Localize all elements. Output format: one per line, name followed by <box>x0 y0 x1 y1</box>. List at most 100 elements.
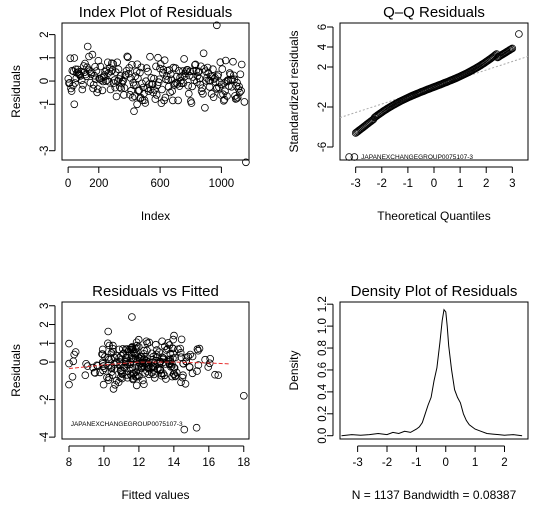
data-point <box>233 78 241 87</box>
data-point <box>64 75 73 83</box>
data-point <box>211 370 219 379</box>
data-point <box>101 67 109 76</box>
x-tick-label: 12 <box>132 457 145 469</box>
data-point <box>110 353 119 362</box>
data-point <box>116 366 125 374</box>
data-point <box>168 360 176 368</box>
data-point <box>166 88 174 97</box>
data-point <box>94 56 103 65</box>
data-point <box>159 369 167 378</box>
y-axis: 0.0 0.2 0.4 0.6 0.8 1.0 1.2 <box>317 296 334 444</box>
data-point <box>202 77 211 85</box>
outlier-annotation: JAPANEXCHANGEGROUP0075107-3 <box>71 421 183 428</box>
chart-title: Q–Q Residuals <box>383 4 485 21</box>
data-point <box>209 93 218 101</box>
data-point <box>92 67 101 75</box>
data-point <box>65 359 73 368</box>
data-point <box>91 369 99 377</box>
data-point <box>206 354 215 363</box>
data-point <box>180 55 188 63</box>
y-tick-label: 0.6 <box>317 362 329 378</box>
data-point <box>179 67 187 75</box>
data-point <box>199 49 208 58</box>
x-axis: -3 -2 -1 0 1 2 3 <box>351 166 516 190</box>
data-point <box>104 58 112 67</box>
data-point <box>104 339 112 348</box>
data-points <box>65 313 248 434</box>
data-point <box>123 371 131 379</box>
x-tick-label: 3 <box>509 178 515 190</box>
data-point <box>109 341 117 350</box>
data-point <box>88 50 97 59</box>
data-point <box>124 69 133 78</box>
data-point <box>158 85 166 94</box>
data-point <box>98 350 106 358</box>
data-point <box>112 92 121 101</box>
density-curve <box>341 308 523 437</box>
data-point <box>174 345 182 354</box>
chart-title: Index Plot of Residuals <box>79 4 232 21</box>
x-tick-label: 1 <box>472 457 478 469</box>
x-tick-label: 0 <box>443 457 449 469</box>
chart-density: Density Plot of Residuals -3 -2 -1 0 1 2 0.0 0.2… <box>287 283 529 502</box>
y-tick-label: 0.2 <box>317 406 329 422</box>
data-point <box>182 353 191 362</box>
data-point <box>138 79 146 88</box>
y-tick-label: 0.4 <box>317 383 329 400</box>
data-point <box>188 369 197 378</box>
x-axis-label: Fitted values <box>121 488 189 502</box>
data-point <box>112 68 120 76</box>
data-point <box>140 96 149 104</box>
qq-reference-line <box>339 55 529 119</box>
data-point <box>113 58 121 67</box>
y-tick-label: 6 <box>317 24 329 30</box>
data-point <box>191 61 199 69</box>
data-point <box>105 77 113 86</box>
data-point <box>179 371 187 380</box>
x-tick-label: 0 <box>431 178 437 190</box>
data-point <box>156 366 165 375</box>
data-point <box>98 360 107 368</box>
y-tick-label: 2 <box>39 31 51 37</box>
data-point <box>89 363 97 372</box>
data-point <box>117 84 125 93</box>
data-point <box>136 94 145 103</box>
data-point <box>218 65 227 73</box>
data-point <box>70 54 79 62</box>
data-point <box>65 380 73 389</box>
data-point <box>105 341 114 350</box>
data-point <box>79 81 87 89</box>
data-point <box>177 378 185 387</box>
data-point <box>127 345 135 354</box>
y-axis: -3 -1 0 1 2 <box>39 31 56 156</box>
smoother-line <box>68 361 230 370</box>
data-point <box>127 371 136 380</box>
data-point <box>129 369 137 378</box>
data-point <box>106 85 115 94</box>
data-point <box>154 53 162 62</box>
data-point <box>515 30 523 38</box>
y-axis-label: Standardized residuals <box>287 30 301 152</box>
data-point <box>221 56 230 65</box>
data-point <box>112 376 121 385</box>
x-tick-label: -1 <box>411 457 421 469</box>
data-point <box>124 53 132 62</box>
data-point <box>168 87 176 95</box>
data-point <box>152 356 160 365</box>
data-point <box>345 153 353 161</box>
data-point <box>191 60 200 69</box>
y-axis-label: Density <box>287 350 301 390</box>
data-point <box>141 99 150 107</box>
x-axis: 8 10 12 14 16 18 <box>66 445 250 469</box>
data-point <box>193 367 201 375</box>
data-point <box>98 345 107 354</box>
data-point <box>185 89 193 98</box>
data-point <box>215 83 223 91</box>
data-point <box>91 63 99 71</box>
x-axis-label: Index <box>141 209 170 223</box>
x-tick-label: 1000 <box>209 178 235 190</box>
data-point <box>148 369 156 377</box>
data-point <box>129 355 137 364</box>
y-axis-label: Residuals <box>9 344 23 397</box>
data-points <box>64 21 250 167</box>
